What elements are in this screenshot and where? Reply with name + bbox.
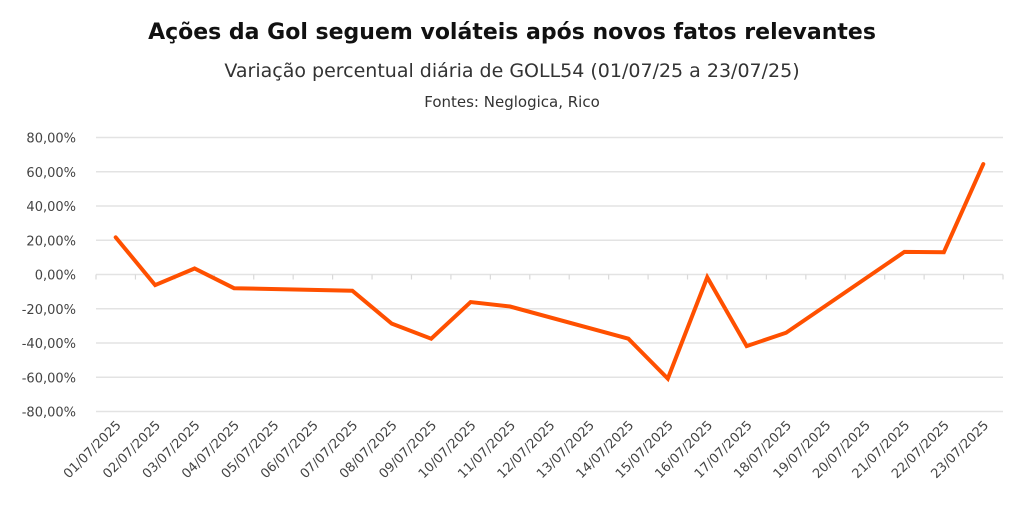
y-tick-label: 20,00% [26, 234, 76, 249]
chart-title: Ações da Gol seguem voláteis após novos … [148, 20, 876, 45]
y-tick-label: -20,00% [22, 303, 76, 318]
y-tick-label: 40,00% [26, 200, 76, 215]
series-line [113, 162, 986, 383]
y-tick-label: -40,00% [22, 337, 76, 352]
y-tick-label: 60,00% [26, 166, 76, 181]
chart-source: Fontes: Neglogica, Rico [424, 93, 600, 111]
chart-subtitle: Variação percentual diária de GOLL54 (01… [224, 60, 800, 82]
y-tick-label: 80,00% [26, 132, 76, 147]
y-tick-label: -60,00% [22, 371, 76, 386]
y-tick-label: 0,00% [35, 269, 76, 284]
y-tick-label: -80,00% [22, 406, 76, 421]
